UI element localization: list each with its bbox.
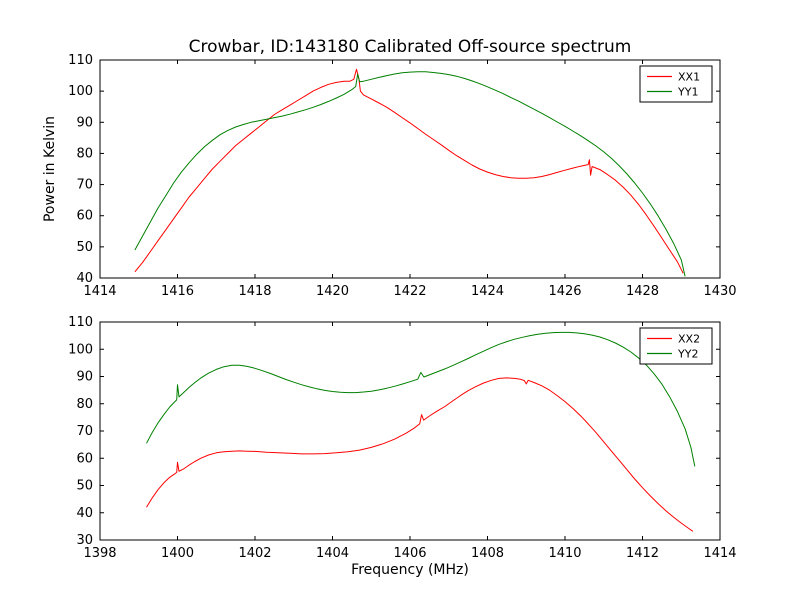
chart-title: Crowbar, ID:143180 Calibrated Off-source… [189,37,632,57]
x-tick-label: 1428 [626,284,659,299]
y-axis-label: Power in Kelvin [42,116,58,222]
x-tick-label: 1402 [238,546,271,561]
x-tick-label: 1420 [316,284,349,299]
y-tick-label: 80 [76,397,93,412]
x-tick-label: 1422 [393,284,426,299]
x-tick-label: 1404 [316,546,349,561]
y-tick-label: 100 [68,84,93,99]
x-tick-label: 1398 [83,546,116,561]
x-tick-label: 1416 [161,284,194,299]
subplot-1: 1414 1416 1418 1420 1422 1424 1426 1428 1430 40 50… [68,53,736,299]
y-tick-label: 30 [76,533,93,548]
y-tick-label: 40 [76,271,93,286]
x-tick-label: 1418 [238,284,271,299]
series-line-XX2 [146,377,694,532]
x-tick-label: 1406 [393,546,426,561]
y-tick-label: 60 [76,209,93,224]
legend-label-XX2: XX2 [678,333,700,346]
y-tick-label: 50 [76,479,93,494]
legend-label-YY1: YY1 [677,86,698,99]
y-tick-label: 110 [68,53,93,68]
y-tick-label: 100 [68,342,93,357]
x-tick-label: 1400 [161,546,194,561]
x-tick-label: 1408 [471,546,504,561]
series-line-XX1 [134,68,684,274]
series-line-YY1 [134,71,686,277]
x-tick-label: 1412 [626,546,659,561]
x-tick-label: 1426 [548,284,581,299]
subplot-2: 1398 1400 1402 1404 1406 1408 1410 1412 1414 30 40… [68,315,736,561]
y-tick-label: 110 [68,315,93,330]
legend-box [639,327,713,365]
y-tick-label: 70 [76,178,93,193]
x-tick-label: 1430 [703,284,736,299]
y-tick-label: 50 [76,240,93,255]
series-line-YY2 [146,331,696,467]
x-tick-label: 1424 [471,284,504,299]
y-tick-label: 40 [76,506,93,521]
y-tick-label: 90 [76,370,93,385]
axes-box [99,59,721,279]
x-tick-label: 1414 [83,284,116,299]
y-tick-label: 80 [76,146,93,161]
y-tick-label: 90 [76,115,93,130]
legend-label-YY2: YY2 [677,348,698,361]
x-tick-label: 1410 [548,546,581,561]
y-tick-label: 60 [76,451,93,466]
y-tick-label: 70 [76,424,93,439]
x-tick-label: 1414 [703,546,736,561]
legend-box [639,65,713,103]
x-axis-label: Frequency (MHz) [351,562,469,578]
legend-label-XX1: XX1 [678,71,700,84]
